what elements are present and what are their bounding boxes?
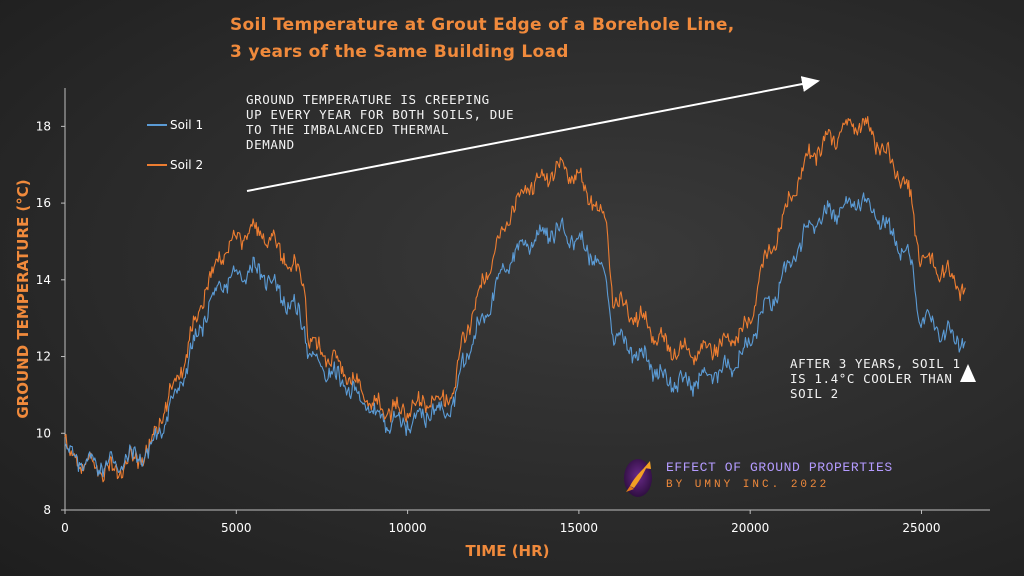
x-tick-label: 10000	[388, 521, 426, 535]
x-tick-label: 20000	[731, 521, 769, 535]
chart-title-line1: Soil Temperature at Grout Edge of a Bore…	[230, 15, 735, 35]
y-tick-label: 12	[36, 350, 51, 364]
y-tick-label: 16	[36, 196, 51, 210]
legend-label-2: Soil 2	[170, 158, 203, 172]
chart-title-line2: 3 years of the Same Building Load	[230, 42, 569, 62]
annotation-creeping-line: UP EVERY YEAR FOR BOTH SOILS, DUE	[246, 107, 515, 122]
branding-title: EFFECT OF GROUND PROPERTIES	[666, 460, 893, 475]
y-tick-label: 14	[36, 273, 51, 287]
branding-subtitle: BY UMNY INC. 2022	[666, 479, 830, 491]
y-tick-label: 10	[36, 426, 51, 440]
annotation-after-3-years: AFTER 3 YEARS, SOIL 1 IS 1.4°C COOLER TH…	[790, 356, 961, 401]
x-tick-label: 15000	[560, 521, 598, 535]
annotation-after-line: SOIL 2	[790, 386, 839, 401]
series-line-soil-1	[64, 192, 966, 478]
annotation-after-line: AFTER 3 YEARS, SOIL 1	[790, 356, 961, 371]
y-tick-label: 18	[36, 119, 51, 133]
annotation-creeping-line: DEMAND	[246, 137, 295, 152]
creeping-arrow	[246, 76, 820, 192]
x-tick-label: 5000	[221, 521, 252, 535]
annotation-creeping-line: GROUND TEMPERATURE IS CREEPING	[246, 92, 490, 107]
legend-label-1: Soil 1	[170, 118, 203, 132]
fish-logo-icon	[624, 459, 652, 497]
y-tick-label: 8	[43, 503, 51, 517]
annotation-after-line: IS 1.4°C COOLER THAN	[790, 371, 953, 386]
chart-title: Soil Temperature at Grout Edge of a Bore…	[230, 12, 735, 66]
x-tick-label: 25000	[902, 521, 940, 535]
y-axis-label: GROUND TEMPERATURE (°C)	[14, 179, 32, 418]
annotation-creeping: GROUND TEMPERATURE IS CREEPING UP EVERY …	[246, 92, 514, 152]
x-tick-label: 0	[61, 521, 69, 535]
x-axis-label: TIME (HR)	[465, 542, 549, 560]
series-line-soil-2	[64, 116, 966, 483]
annotation-creeping-line: TO THE IMBALANCED THERMAL	[246, 122, 450, 137]
